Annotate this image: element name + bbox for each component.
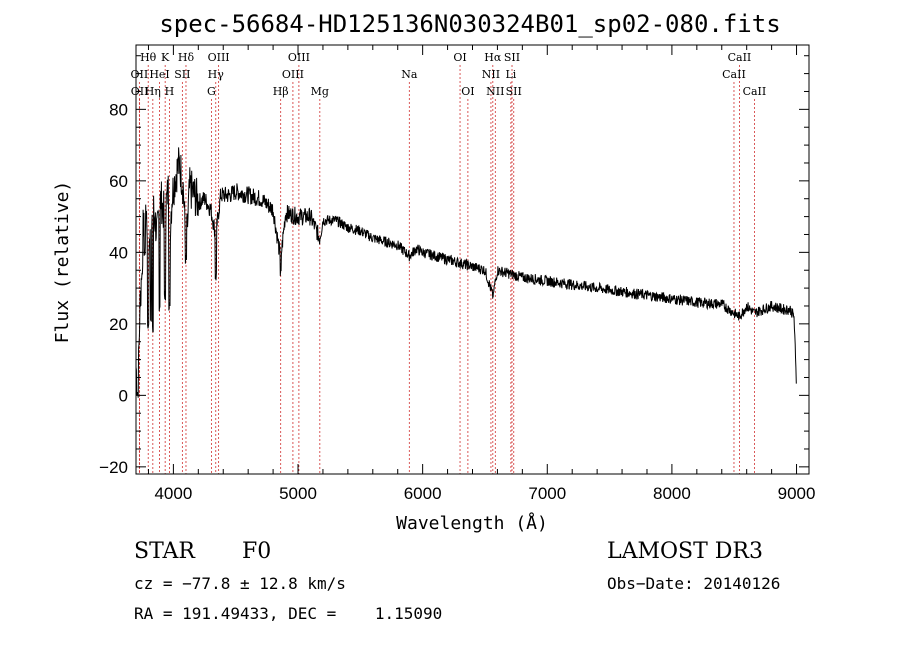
- x-tick-label: 7000: [528, 484, 566, 503]
- x-axis-label: Wavelength (Å): [396, 512, 548, 534]
- spectral-line-label: SII: [174, 68, 190, 81]
- object-class: STAR: [134, 539, 195, 564]
- x-tick-label: 6000: [404, 484, 442, 503]
- spectral-line-label: Hα: [484, 51, 502, 64]
- spectral-line-label: K: [161, 51, 170, 64]
- x-tick-label: 5000: [279, 484, 317, 503]
- spectral-line-label: CaII: [728, 51, 752, 64]
- spectral-line-label: H: [165, 85, 175, 98]
- spectral-line-label: OII: [131, 68, 149, 81]
- spectral-line-label: OI: [453, 51, 466, 64]
- observation-date: Obs−Date: 20140126: [607, 574, 781, 593]
- spectrum-series: [135, 147, 797, 398]
- y-tick-label: 0: [119, 386, 128, 405]
- x-tick-label: 9000: [778, 484, 816, 503]
- y-tick-label: 40: [109, 243, 128, 262]
- chart-title: spec-56684-HD125136N030324B01_sp02-080.f…: [159, 10, 780, 38]
- y-tick-label: 60: [109, 172, 128, 191]
- spectral-line-label: G: [207, 85, 216, 98]
- spectral-line-label: OIII: [282, 68, 304, 81]
- spectral-line-label: Hη: [145, 85, 161, 98]
- spectral-line-label: Na: [401, 68, 418, 81]
- spectral-line-label: HeI: [149, 68, 169, 81]
- spectral-line-label: Mg: [311, 85, 329, 98]
- spectral-line-label: OIII: [208, 51, 230, 64]
- spectral-line-label: SII: [506, 85, 522, 98]
- survey-name: LAMOST DR3: [607, 539, 763, 564]
- spectral-line-label: CaII: [722, 68, 746, 81]
- spectral-line-label: Hβ: [273, 85, 289, 98]
- spectral-line-label: Hδ: [178, 51, 195, 64]
- spectral-line-label: NII: [486, 85, 504, 98]
- y-axis-label: Flux (relative): [52, 181, 73, 344]
- spectrum-line: [135, 147, 797, 398]
- spectral-line-label: Hγ: [208, 68, 225, 81]
- spectral-line-label: CaII: [743, 85, 767, 98]
- spectral-line-label: Hθ: [140, 51, 157, 64]
- spectral-line-label: NII: [482, 68, 500, 81]
- y-tick-label: −20: [99, 458, 128, 477]
- plot-frame: [135, 44, 810, 475]
- x-tick-label: 8000: [653, 484, 691, 503]
- redshift-value: cz = −77.8 ± 12.8 km/s: [134, 574, 346, 593]
- axes: 4000 5000 6000 7000 8000 9000 −20 0 20 40 60 80: [99, 45, 815, 503]
- spectral-line-label: SII: [504, 51, 520, 64]
- y-tick-label: 80: [109, 100, 128, 119]
- y-tick-label: 20: [109, 315, 128, 334]
- x-tick-label: 4000: [154, 484, 192, 503]
- coordinates: RA = 191.49433, DEC = 1.15090: [134, 604, 443, 623]
- subclass: F0: [242, 539, 272, 564]
- spectral-line-label: Li: [505, 68, 516, 81]
- spectral-line-label: OIII: [288, 51, 310, 64]
- spectral-line-label: OI: [461, 85, 474, 98]
